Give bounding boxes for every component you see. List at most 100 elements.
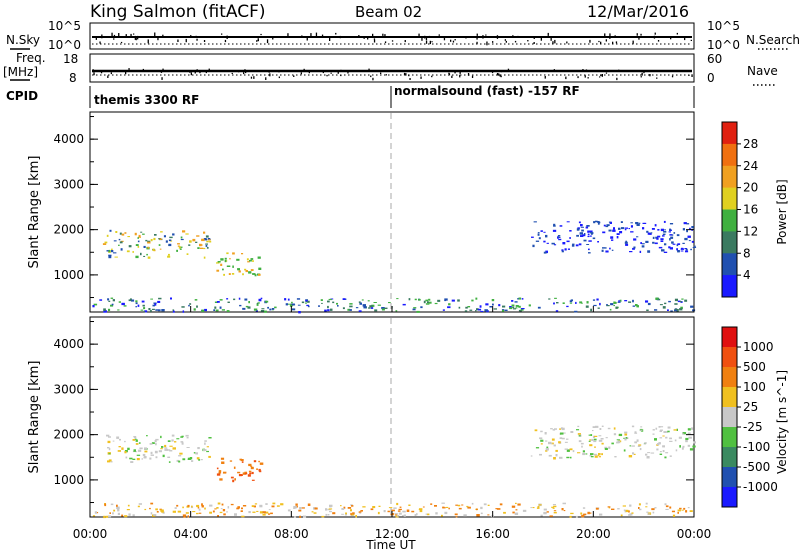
- echo-cell: [241, 253, 244, 255]
- echo-cell: [575, 301, 577, 304]
- echo-cell: [321, 515, 325, 518]
- nsky-spike: [636, 33, 638, 36]
- echo-cell: [206, 450, 209, 453]
- echo-cell: [295, 503, 298, 506]
- echo-cell: [351, 505, 354, 507]
- nsky-spike: [552, 41, 554, 45]
- nave-spike: [577, 76, 579, 79]
- echo-cell: [107, 460, 111, 463]
- echo-cell: [350, 512, 352, 516]
- echo-cell: [589, 444, 593, 447]
- echo-cell: [598, 221, 601, 224]
- echo-cell: [580, 512, 583, 515]
- echo-cell: [160, 435, 162, 439]
- echo-cell: [588, 434, 591, 436]
- echo-cell: [480, 506, 483, 510]
- nsky-spike: [363, 36, 365, 39]
- echo-cell: [549, 515, 553, 517]
- echo-cell: [360, 510, 363, 512]
- echo-cell: [160, 231, 163, 233]
- echo-cell: [139, 447, 143, 450]
- echo-cell: [617, 301, 621, 303]
- echo-cell: [604, 446, 608, 449]
- y-tick-label: 3000: [53, 382, 84, 396]
- echo-cell: [594, 455, 598, 458]
- echo-cell: [155, 309, 159, 311]
- echo-cell: [445, 506, 449, 508]
- echo-cell: [597, 222, 600, 225]
- echo-cell: [579, 232, 583, 235]
- echo-cell: [157, 300, 161, 303]
- echo-cell: [332, 301, 335, 304]
- echo-cell: [569, 448, 573, 451]
- echo-cell: [367, 300, 370, 302]
- colorbar-segment: [722, 275, 737, 298]
- echo-cell: [345, 512, 347, 515]
- echo-cell: [254, 274, 257, 277]
- echo-cell: [159, 248, 162, 250]
- echo-cell: [613, 227, 615, 230]
- nave-spike: [231, 72, 233, 74]
- echo-cell: [189, 240, 192, 243]
- echo-cell: [255, 310, 258, 312]
- echo-cell: [690, 305, 694, 308]
- echo-cell: [112, 299, 115, 302]
- echo-cell: [639, 508, 642, 511]
- echo-cell: [108, 249, 111, 253]
- nsky-spike: [425, 40, 428, 44]
- echo-cell: [637, 445, 641, 447]
- echo-cell: [141, 300, 145, 303]
- echo-cell: [566, 438, 569, 440]
- echo-cell: [181, 435, 184, 437]
- nave-spike: [194, 71, 196, 74]
- nave-spike: [587, 77, 589, 79]
- nave-spike: [107, 75, 109, 78]
- nsky-spike: [550, 36, 552, 41]
- echo-cell: [140, 231, 143, 233]
- echo-cell: [676, 248, 678, 251]
- echo-cell: [381, 307, 385, 310]
- nsky-spike: [224, 39, 227, 43]
- echo-cell: [540, 439, 544, 442]
- echo-cell: [425, 303, 430, 305]
- nave-tick-high: 60: [707, 52, 722, 66]
- echo-cell: [221, 503, 224, 506]
- echo-cell: [463, 514, 467, 517]
- echo-cell: [669, 440, 673, 442]
- echo-cell: [679, 445, 681, 448]
- echo-cell: [201, 238, 205, 242]
- echo-cell: [185, 434, 189, 437]
- nave-spike: [600, 74, 602, 77]
- echo-cell: [483, 503, 487, 506]
- echo-cell: [293, 304, 296, 306]
- echo-cell: [191, 505, 193, 508]
- echo-cell: [412, 308, 416, 311]
- echo-cell: [603, 224, 606, 227]
- echo-cell: [147, 256, 151, 259]
- echo-cell: [679, 301, 682, 303]
- echo-cell: [399, 506, 402, 508]
- echo-cell: [178, 455, 182, 457]
- echo-cell: [245, 305, 249, 308]
- echo-cell: [289, 304, 293, 307]
- echo-cell: [206, 247, 209, 249]
- echo-cell: [642, 227, 645, 230]
- echo-cell: [288, 509, 291, 512]
- echo-cell: [284, 298, 287, 301]
- echo-cell: [660, 240, 664, 242]
- echo-cell: [220, 258, 224, 261]
- echo-cell: [611, 249, 614, 251]
- nave-spike: [278, 76, 280, 79]
- echo-cell: [119, 241, 123, 244]
- echo-cell: [237, 268, 240, 271]
- echo-cell: [577, 452, 581, 454]
- echo-cell: [613, 427, 616, 430]
- echo-cell: [329, 510, 332, 513]
- echo-cell: [514, 512, 519, 515]
- nsky-spike: [418, 33, 420, 38]
- nsky-spike: [540, 37, 542, 41]
- echo-cell: [146, 253, 148, 256]
- nsky-spike: [566, 41, 568, 44]
- colorbar-tick-label: 16: [743, 203, 758, 217]
- echo-cell: [448, 303, 451, 306]
